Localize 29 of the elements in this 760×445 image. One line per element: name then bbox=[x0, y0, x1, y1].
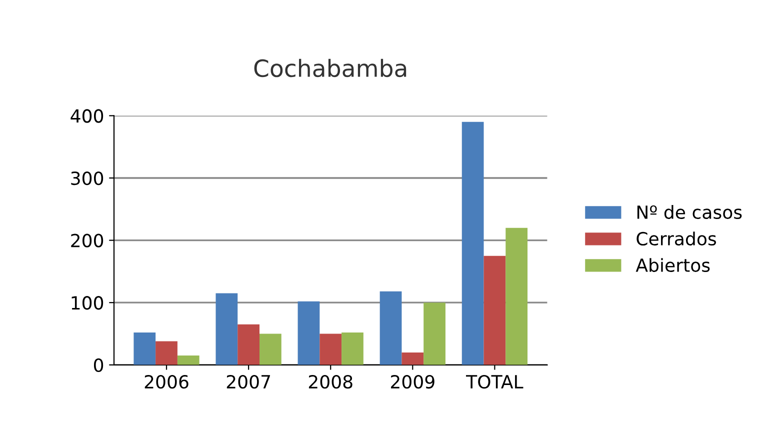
bar bbox=[462, 122, 484, 365]
bar bbox=[259, 334, 282, 365]
x-tick-label: TOTAL bbox=[466, 374, 524, 389]
bar bbox=[298, 301, 320, 365]
y-tick-label: 200 bbox=[71, 234, 104, 248]
bar bbox=[380, 291, 402, 365]
chart-title: Cochabamba bbox=[254, 58, 406, 78]
legend-label: Nº de casos bbox=[637, 205, 742, 220]
x-tick-label: 2009 bbox=[390, 374, 434, 389]
bar bbox=[320, 334, 342, 365]
x-tick-label: 2007 bbox=[226, 374, 270, 389]
bar bbox=[156, 341, 178, 365]
bar bbox=[506, 228, 528, 365]
bar bbox=[424, 302, 446, 365]
bar bbox=[238, 324, 260, 365]
y-tick-label: 0 bbox=[94, 358, 104, 372]
y-tick-label: 400 bbox=[70, 109, 104, 123]
y-tick-label: 100 bbox=[72, 296, 104, 310]
bar bbox=[177, 356, 200, 365]
bar bbox=[342, 332, 364, 365]
bar bbox=[484, 256, 506, 365]
legend-label: Cerrados bbox=[636, 232, 716, 246]
x-tick-label: 2006 bbox=[144, 374, 188, 389]
y-tick-label: 300 bbox=[71, 171, 104, 186]
bar bbox=[216, 293, 238, 365]
x-tick-label: 2008 bbox=[308, 374, 352, 389]
bar bbox=[402, 352, 424, 365]
bar bbox=[134, 332, 156, 365]
legend-label: Abiertos bbox=[636, 258, 710, 272]
